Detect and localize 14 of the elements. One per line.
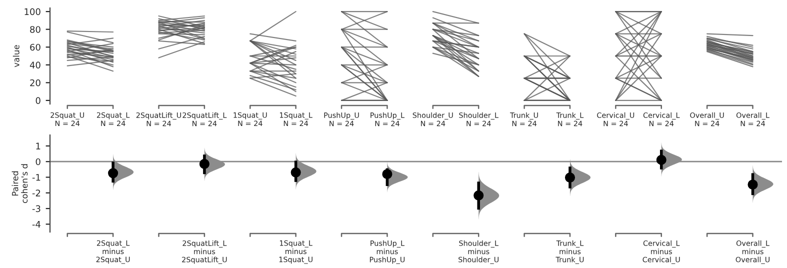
y-tick-label: 60 xyxy=(30,44,40,51)
y-tick-label: 80 xyxy=(30,26,40,33)
y-tick-label: -3 xyxy=(32,205,40,212)
y-axis-title: value xyxy=(12,45,20,68)
y-axis-title: Paired cohen's d xyxy=(12,164,28,204)
y-tick-label: 0 xyxy=(36,97,40,104)
y-tick-label: 1 xyxy=(36,142,40,150)
y-tick-label: 20 xyxy=(30,79,40,86)
y-tick-label: -2 xyxy=(32,190,40,196)
y-tick-label: 40 xyxy=(30,62,40,68)
y-tick-label: 100 xyxy=(24,8,40,16)
y-tick-label: -1 xyxy=(32,174,40,181)
y-tick-label: -4 xyxy=(32,221,40,228)
y-tick-label: 0 xyxy=(36,158,40,166)
